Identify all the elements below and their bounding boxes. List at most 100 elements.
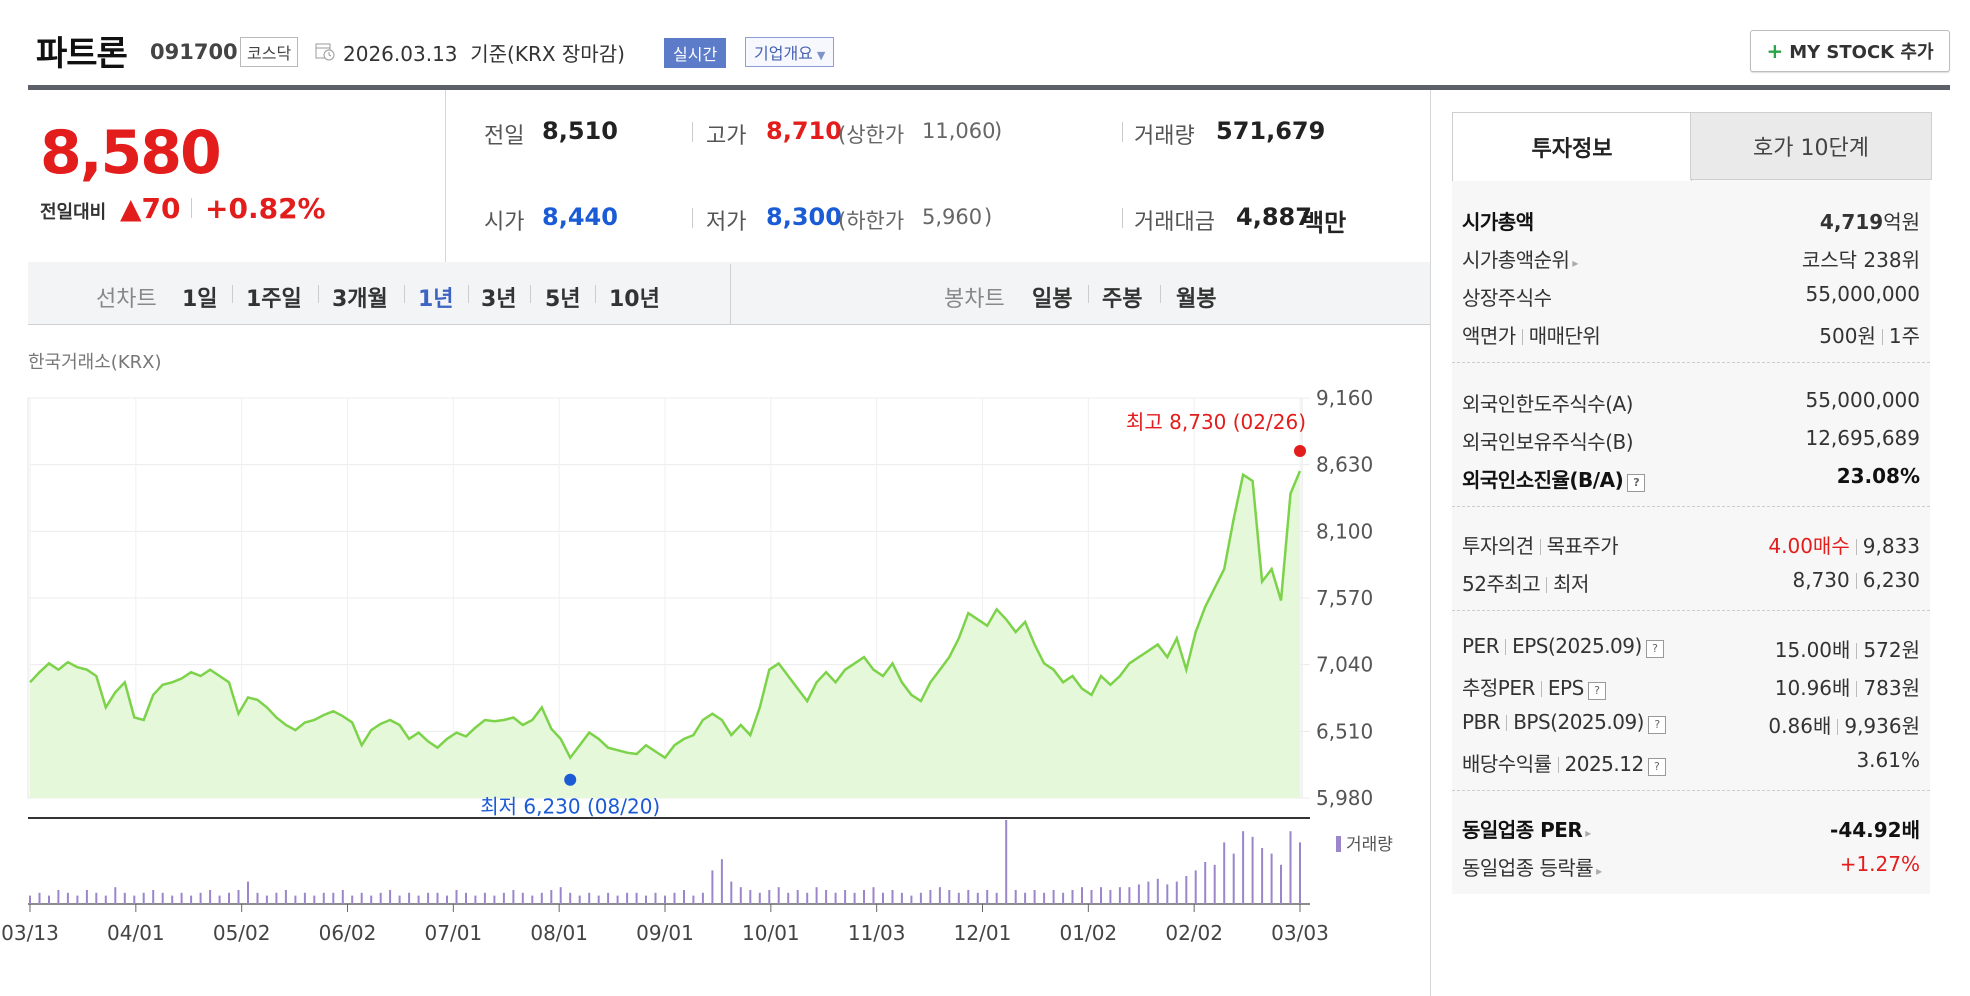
volume-bar xyxy=(1166,884,1169,904)
volume-bar xyxy=(322,892,325,904)
volume-bar xyxy=(607,892,610,904)
volume-bar xyxy=(48,895,50,904)
trade-amount-label: 거래대금 xyxy=(1134,210,1215,235)
volume-bar xyxy=(1033,890,1036,904)
tab-3y[interactable]: 3년 xyxy=(481,287,517,312)
x-tick-label: 01/02 xyxy=(1060,921,1118,945)
volume-bar xyxy=(303,892,306,904)
tab-weekly[interactable]: 주봉 xyxy=(1102,287,1143,312)
volume-bar xyxy=(247,881,249,904)
tab-invest-info[interactable]: 투자정보 xyxy=(1452,112,1692,181)
divider xyxy=(1521,329,1523,345)
volume-bar xyxy=(720,859,723,904)
volume-bar xyxy=(1251,836,1254,904)
opinion-number: 4.00매수 xyxy=(1768,534,1850,558)
divider xyxy=(1088,285,1089,303)
foreign-limit-value: 55,000,000 xyxy=(1805,388,1920,412)
volume-bar xyxy=(228,892,230,904)
tab-1y[interactable]: 1년 xyxy=(418,287,454,312)
volume-bar xyxy=(701,892,704,904)
est-per-text: 추정PER xyxy=(1462,676,1535,700)
tab-3m[interactable]: 3개월 xyxy=(332,287,388,312)
face-value-text: 액면가 xyxy=(1462,324,1516,348)
volume-bar xyxy=(171,895,174,904)
est-eps-text: EPS xyxy=(1547,676,1584,700)
help-icon[interactable]: ? xyxy=(1647,716,1666,734)
opinion-label: 투자의견 목표주가 xyxy=(1462,530,1619,559)
divider xyxy=(730,264,731,324)
section-divider xyxy=(1452,790,1930,791)
company-overview-label: 기업개요 xyxy=(754,44,813,63)
divider xyxy=(1122,208,1123,228)
trade-amount-value: 4,887 xyxy=(1236,203,1312,231)
volume-bar xyxy=(360,892,363,904)
volume-legend-swatch xyxy=(1336,836,1341,852)
sector-change-value: +1.27% xyxy=(1839,852,1920,876)
sector-per-label[interactable]: 동일업종 PER ▸ xyxy=(1462,814,1591,843)
divider xyxy=(1557,757,1559,773)
volume-bar xyxy=(673,892,676,904)
volume-bar xyxy=(1213,864,1216,904)
divider xyxy=(1837,719,1839,735)
chevron-right-icon: ▸ xyxy=(1596,864,1602,878)
volume-bar xyxy=(692,895,695,904)
market-cap-rank-label[interactable]: 시가총액순위 ▸ xyxy=(1462,244,1578,273)
volume-bar xyxy=(1090,890,1093,904)
x-tick-label: 06/02 xyxy=(319,921,377,945)
volume-bar xyxy=(853,892,856,904)
price-box xyxy=(28,90,446,262)
volume-bar xyxy=(597,895,600,904)
volume-bar xyxy=(1005,820,1008,904)
my-stock-add-button[interactable]: + MY STOCK 추가 xyxy=(1750,30,1950,72)
tab-5y[interactable]: 5년 xyxy=(545,287,581,312)
volume-bar xyxy=(1223,842,1226,904)
calendar-icon xyxy=(315,43,335,61)
volume-bar xyxy=(493,895,496,904)
volume-bar xyxy=(265,895,268,904)
volume-bar xyxy=(863,890,865,904)
help-icon[interactable]: ? xyxy=(1647,758,1666,776)
price-area xyxy=(30,471,1300,798)
tab-daily[interactable]: 일봉 xyxy=(1032,287,1073,312)
volume-bar xyxy=(190,895,193,904)
volume-bar xyxy=(294,895,297,904)
company-overview-dropdown[interactable]: 기업개요 ▼ xyxy=(745,37,835,67)
open-label: 시가 xyxy=(484,210,525,235)
tab-monthly[interactable]: 월봉 xyxy=(1176,287,1217,312)
divider xyxy=(1855,539,1857,555)
y-tick-label: 7,570 xyxy=(1316,586,1373,610)
volume-bar xyxy=(209,890,212,904)
realtime-button[interactable]: 실시간 xyxy=(664,38,727,68)
help-icon[interactable]: ? xyxy=(1627,474,1646,492)
tab-10y[interactable]: 10년 xyxy=(609,287,660,312)
tab-1d[interactable]: 1일 xyxy=(182,287,218,312)
my-stock-label: MY STOCK 추가 xyxy=(1789,42,1934,63)
help-icon[interactable]: ? xyxy=(1645,640,1664,658)
change-label: 전일대비 xyxy=(40,202,107,223)
sector-change-label[interactable]: 동일업종 등락률 ▸ xyxy=(1462,852,1602,881)
tab-1w[interactable]: 1주일 xyxy=(246,287,302,312)
volume-bar xyxy=(1062,892,1065,904)
volume-bar xyxy=(370,895,373,904)
est-per-label: 추정PER EPS? xyxy=(1462,672,1606,701)
min-point-marker xyxy=(564,773,577,786)
volume-bar xyxy=(891,890,894,904)
x-axis-labels: 03/13 04/01 05/02 06/02 07/01 08/01 09/01 10/01… xyxy=(1,904,1329,945)
foreign-ratio-text: 외국인소진율(B/A) xyxy=(1462,468,1624,492)
volume-bar xyxy=(436,892,439,904)
week52-value: 8,730 6,230 xyxy=(1792,568,1920,592)
volume-bar xyxy=(38,892,41,904)
help-icon[interactable]: ? xyxy=(1587,682,1606,700)
x-tick-label: 04/01 xyxy=(107,921,165,945)
x-tick-label: 11/03 xyxy=(848,921,906,945)
volume-bar xyxy=(882,892,884,904)
volume-bar xyxy=(161,892,164,904)
divider xyxy=(232,285,233,303)
volume-bar xyxy=(540,892,543,904)
volume-bar xyxy=(427,892,430,904)
divider xyxy=(1506,715,1508,731)
volume-bar xyxy=(739,887,742,904)
volume-bar xyxy=(1014,890,1017,904)
tab-order-book[interactable]: 호가 10단계 xyxy=(1690,112,1932,180)
trade-amount-unit: 백만 xyxy=(1302,209,1347,237)
